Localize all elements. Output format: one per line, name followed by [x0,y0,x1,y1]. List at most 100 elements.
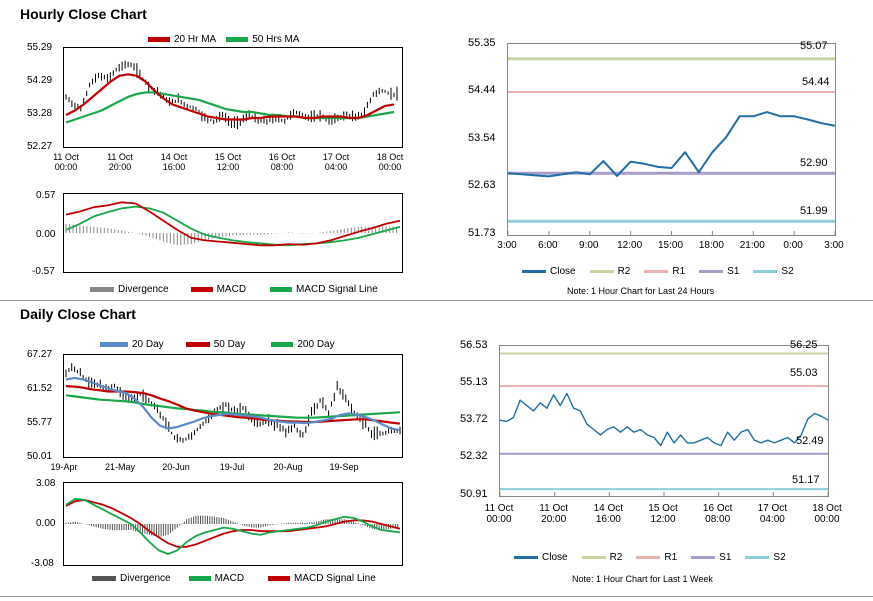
x-tick-time: 04:00 [324,162,348,172]
x-tick-label: 15:00 [657,240,684,251]
legend-swatch-50hr-ma [226,37,249,42]
daily-price-ytick: 55.77 [27,417,53,428]
daily-price-plot [63,354,403,458]
macd-line [65,201,401,247]
level-label-r2: 55.07 [800,40,828,52]
x-tick-date: 17 Oct [757,503,788,514]
level-label-r1: 55.03 [790,367,818,379]
hourly-levels-ytick: 55.35 [468,37,496,49]
x-tick-label: 20-Jun [162,462,190,472]
x-tick-label: 19-Apr [50,462,78,472]
x-tick-time: 00:00 [486,514,512,525]
x-tick-label: 14 Oct 16:00 [578,503,638,525]
legend-20day: 20 Day [132,339,164,350]
ma-20hr-line [65,73,395,121]
x-tick-label: 15 Oct 12:00 [198,152,258,172]
legend-swatch-20day [100,342,128,347]
x-tick-date: 14 Oct [593,503,624,514]
daily-macd-plot [63,482,403,566]
legend-r1: R1 [664,552,678,563]
weekly-levels-ytick: 56.53 [460,339,488,351]
x-tick-label: 18 Oct 00:00 [797,503,857,525]
section-divider [0,300,873,301]
hourly-macd-ytick: 0.57 [36,190,56,201]
legend-200day: 200 Day [297,339,335,350]
x-tick-label: 0:00 [783,240,803,251]
daily-price-ytick: 67.27 [27,349,53,360]
legend-swatch-macd [190,287,213,292]
weekly-levels-legend: Close R2 R1 S1 S2 [514,552,786,563]
level-label-r2: 56.25 [790,339,818,351]
legend-s2: S2 [773,552,786,563]
daily-macd-ytick: -3.08 [31,558,54,569]
weekly-levels-note: Note: 1 Hour Chart for Last 1 Week [572,574,713,584]
legend-swatch-divergence [90,287,114,292]
level-label-s2: 51.17 [792,474,820,486]
legend-50hr-ma: 50 Hrs MA [252,34,300,45]
x-tick-time: 16:00 [595,514,621,525]
hourly-levels-plot [507,43,836,236]
x-tick-label: 21-May [104,462,135,472]
legend-swatch-close [522,270,546,273]
legend-s1: S1 [727,266,740,277]
x-tick-label: 15 Oct 12:00 [633,503,693,525]
x-tick-time: 00:00 [54,162,78,172]
daily-price-legend: 20 Day 50 Day 200 Day [100,339,335,350]
x-tick-label: 14 Oct 16:00 [144,152,204,172]
x-tick-label: 16 Oct 08:00 [252,152,312,172]
x-tick-label: 6:00 [538,240,558,251]
close-line [500,392,828,447]
x-tick-label: 17 Oct 04:00 [306,152,366,172]
legend-divergence: Divergence [120,573,171,584]
hourly-price-svg [65,60,398,130]
x-tick-time: 00:00 [814,514,840,525]
hourly-levels-note: Note: 1 Hour Chart for Last 24 Hours [567,286,715,296]
legend-20hr-ma: 20 Hr MA [174,34,217,45]
legend-50day: 50 Day [213,339,246,350]
legend-signal: MACD Signal Line [296,284,378,295]
x-tick-label: 3:00 [824,240,844,251]
x-tick-label: 20-Aug [273,462,303,472]
x-tick-label: 11 Oct 20:00 [90,152,150,172]
level-label-s2: 51.99 [800,205,828,217]
hourly-macd-legend: Divergence MACD MACD Signal Line [90,284,378,295]
hourly-levels-ytick: 54.44 [468,84,496,96]
legend-r2: R2 [617,266,631,277]
x-tick-time: 20:00 [108,162,132,172]
weekly-levels-ytick: 50.91 [460,488,488,500]
x-tick-time: 08:00 [705,514,731,525]
weekly-levels-ytick: 52.32 [460,450,488,462]
x-tick-date: 16 Oct [702,503,733,514]
ma-20day-line [65,376,401,432]
x-tick-date: 16 Oct [268,152,296,162]
close-line [508,111,835,178]
hourly-price-plot [63,47,403,148]
x-tick-time: 12:00 [216,162,240,172]
hourly-price-ytick: 55.29 [27,42,53,53]
daily-price-ytick: 50.01 [27,451,53,462]
legend-swatch-r2 [581,556,606,559]
x-tick-date: 11 Oct [484,503,514,514]
daily-macd-legend: Divergence MACD MACD Signal Line [92,573,376,584]
legend-swatch-signal [270,287,293,292]
bottom-divider [0,596,873,597]
legend-swatch-20hr-ma [148,37,170,42]
daily-section-title: Daily Close Chart [20,306,136,322]
legend-swatch-signal [268,576,291,581]
x-tick-label: 19-Jul [219,462,245,472]
legend-swatch-50day [185,342,210,347]
x-tick-label: 11 Oct 20:00 [524,503,584,525]
hourly-levels-ytick: 51.73 [468,227,496,239]
hourly-price-ytick: 54.29 [27,75,53,86]
x-tick-label: 19-Sep [329,462,359,472]
legend-swatch-macd [188,576,211,581]
weekly-levels-ytick: 53.72 [460,413,488,425]
level-label-r1: 54.44 [802,76,830,88]
hourly-price-ytick: 53.28 [27,108,53,119]
legend-swatch-s1 [699,270,724,273]
x-tick-date: 15 Oct [214,152,242,162]
legend-swatch-s2 [745,556,770,559]
hourly-price-legend: 20 Hr MA 50 Hrs MA [148,34,299,45]
x-tick-date: 11 Oct [107,152,133,162]
legend-close: Close [550,266,576,277]
